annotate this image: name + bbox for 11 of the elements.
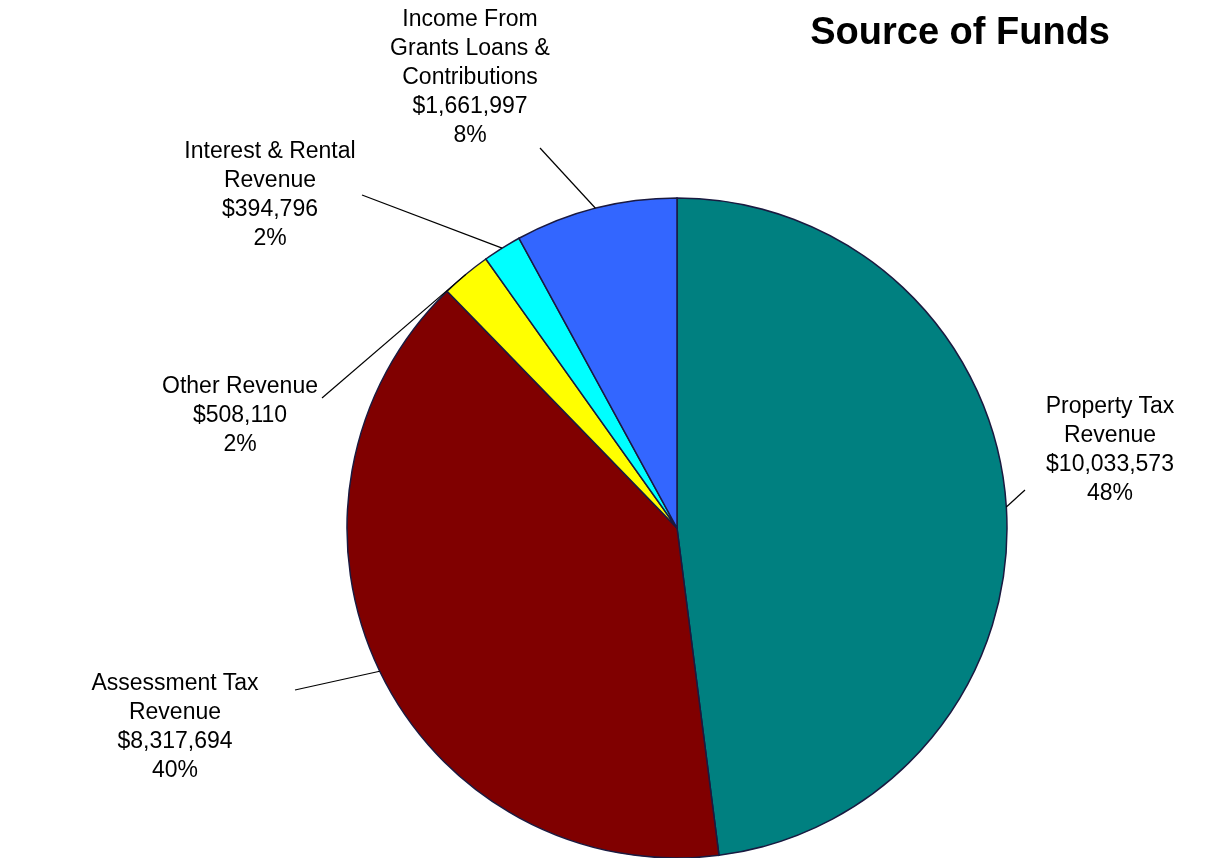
data-label: $1,661,997 8%	[412, 92, 528, 147]
data-label: $394,796 2%	[222, 195, 318, 250]
data-label: $8,317,694 40%	[117, 727, 233, 782]
slice-label: Income From Grants Loans & Contributions	[390, 5, 550, 89]
slice-label: Interest & Rental Revenue	[184, 137, 356, 192]
slice-label: Property Tax Revenue	[1045, 392, 1175, 447]
slice-label: Assessment Tax Revenue	[91, 669, 260, 724]
data-label: $508,110 2%	[192, 401, 288, 456]
chart-title: Source of Funds	[810, 10, 1110, 52]
slice-label: Other Revenue	[162, 372, 318, 398]
data-label: $10,033,573 48%	[1046, 450, 1174, 505]
